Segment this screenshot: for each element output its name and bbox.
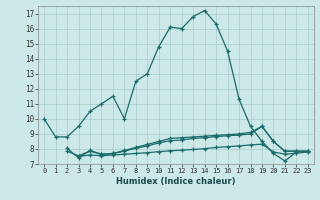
X-axis label: Humidex (Indice chaleur): Humidex (Indice chaleur) bbox=[116, 177, 236, 186]
